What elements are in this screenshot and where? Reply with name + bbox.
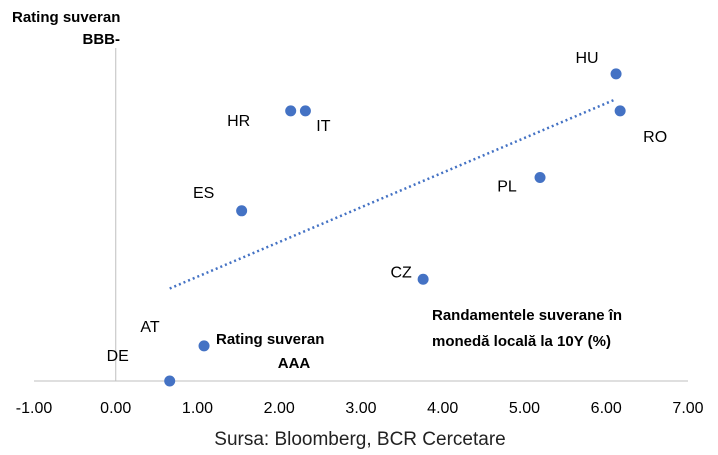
point-label: PL: [497, 179, 517, 196]
point: [236, 205, 248, 217]
point-label: HR: [227, 113, 250, 130]
point-label: IT: [316, 118, 330, 135]
x-tick-label: 2.00: [264, 400, 295, 417]
point: [610, 68, 622, 80]
x-tick-label: 6.00: [591, 400, 622, 417]
point: [614, 105, 626, 117]
x-tick-label: 5.00: [509, 400, 540, 417]
annotation: BBB-: [83, 31, 121, 48]
point: [285, 105, 297, 117]
x-tick-label: -1.00: [16, 400, 53, 417]
point: [198, 340, 210, 352]
point-label: ES: [193, 185, 214, 202]
point-label: HU: [576, 50, 599, 67]
annotation: Rating suveran: [216, 331, 324, 348]
trendline: [169, 98, 615, 290]
x-tick-label: 1.00: [182, 400, 213, 417]
point: [534, 172, 546, 183]
point-label: CZ: [390, 264, 412, 281]
source: Sursa: Bloomberg, BCR Cercetare: [214, 429, 505, 450]
point: [417, 273, 429, 285]
x-tick-label: 3.00: [345, 400, 376, 417]
point: [299, 105, 311, 117]
annotation: AAA: [278, 355, 311, 372]
point-label: RO: [643, 129, 667, 146]
annotation: monedă locală la 10Y (%): [432, 333, 611, 350]
x-tick-label: 4.00: [427, 400, 458, 417]
x-tick-label: 0.00: [100, 400, 131, 417]
point: [164, 375, 176, 387]
point-label: DE: [107, 348, 129, 365]
annotation: Rating suveran: [12, 9, 120, 26]
point-label: AT: [140, 319, 159, 336]
annotation: Randamentele suverane în: [432, 307, 622, 324]
x-tick-label: 7.00: [672, 400, 703, 417]
